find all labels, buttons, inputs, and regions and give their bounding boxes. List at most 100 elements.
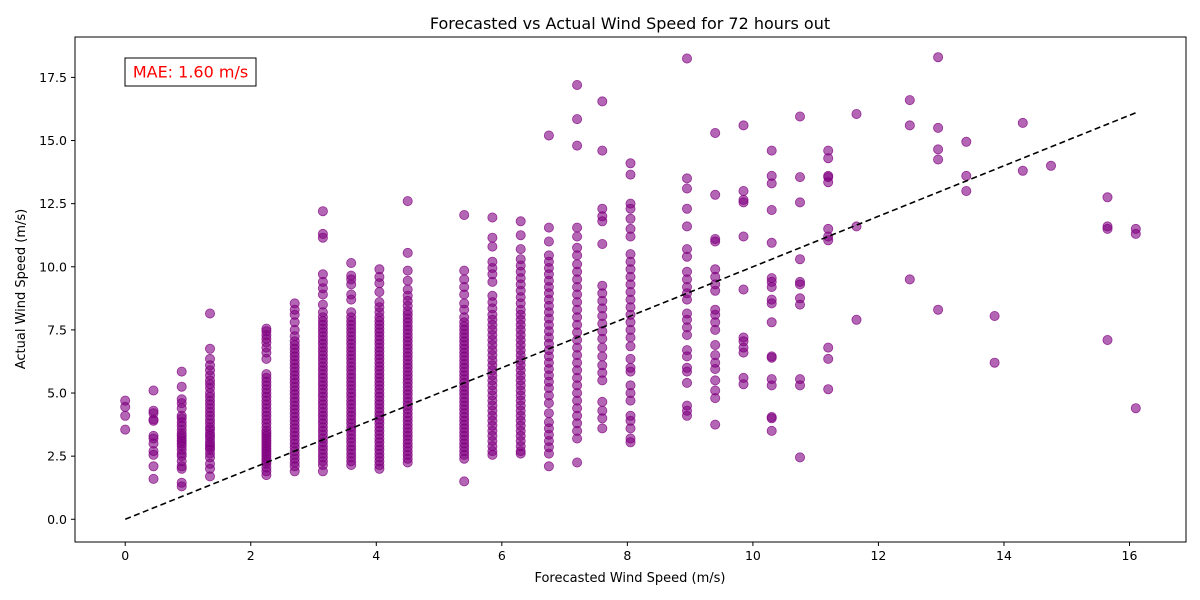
data-point [459,476,470,487]
y-tick-label: 7.5 [47,322,67,337]
data-point [317,206,328,217]
data-point [795,172,806,183]
x-tick-label: 6 [498,548,506,563]
data-point [625,410,636,421]
data-point [738,284,749,295]
data-point [487,256,498,267]
data-point [148,473,159,484]
data-point [710,304,721,315]
data-point [710,375,721,386]
data-point [682,377,693,388]
data-point [682,308,693,319]
data-point [766,145,777,156]
data-point [961,170,972,181]
data-point [572,242,583,253]
data-point [597,203,608,214]
data-point [261,323,272,334]
data-point [710,264,721,275]
data-point [682,345,693,356]
data-point [176,477,187,488]
data-point [738,120,749,131]
data-point [543,236,554,247]
plot-area [74,36,1187,543]
data-point [515,216,526,227]
data-point [625,380,636,391]
data-point [933,122,944,133]
data-point [148,385,159,396]
data-point [317,299,328,310]
data-points [120,52,1141,492]
y-axis-ticks: 0.0 2.5 5.0 7.5 10.0 12.5 15.0 17.5 [39,70,75,527]
data-point [682,203,693,214]
data-point [572,140,583,151]
data-point [261,369,272,380]
data-point [625,353,636,364]
x-tick-label: 10 [745,548,761,563]
data-point [625,341,636,352]
data-point [823,170,834,181]
data-point [515,230,526,241]
data-point [487,232,498,243]
data-point [682,221,693,232]
data-point [1130,223,1141,234]
data-point [597,280,608,291]
data-point [459,274,470,285]
y-tick-label: 5.0 [47,386,67,401]
data-point [572,457,583,468]
data-point [795,254,806,265]
data-point [346,289,357,300]
data-point [148,461,159,472]
data-point [989,310,1000,321]
data-point [459,209,470,220]
data-point [710,127,721,138]
data-point [933,144,944,155]
y-tick-label: 12.5 [39,196,67,211]
data-point [682,183,693,194]
data-point [904,95,915,106]
chart-title: Forecasted vs Actual Wind Speed for 72 h… [430,14,830,33]
plot-frame [74,36,1187,543]
data-point [289,298,300,309]
data-point [710,189,721,200]
data-point [851,109,862,120]
data-point [933,154,944,165]
data-point [572,114,583,125]
data-point [933,304,944,315]
y-tick-label: 15.0 [39,133,67,148]
y-tick-label: 17.5 [39,70,67,85]
x-axis-ticks: 0 2 4 6 8 10 12 14 16 [121,542,1138,563]
data-point [1046,160,1057,171]
data-point [543,408,554,419]
data-point [795,374,806,385]
data-point [176,366,187,377]
data-point [823,353,834,364]
data-point [989,357,1000,368]
data-point [682,244,693,255]
data-point [823,145,834,156]
data-point [682,53,693,64]
data-point [1102,334,1113,345]
data-point [487,290,498,301]
data-point [795,293,806,304]
data-point [597,351,608,362]
data-point [625,362,636,373]
data-point [597,342,608,353]
data-point [682,400,693,411]
data-point [317,269,328,280]
data-point [766,411,777,422]
data-point [738,194,749,205]
mae-annotation-text: MAE: 1.60 m/s [133,63,248,82]
x-tick-label: 0 [121,548,129,563]
data-point [543,417,554,428]
data-point [543,250,554,261]
data-point [904,274,915,285]
data-point [374,264,385,275]
data-point [204,343,215,354]
data-point [597,405,608,416]
y-tick-label: 2.5 [47,449,67,464]
data-point [710,385,721,396]
data-point [346,270,357,281]
data-point [176,381,187,392]
data-point [766,351,777,362]
